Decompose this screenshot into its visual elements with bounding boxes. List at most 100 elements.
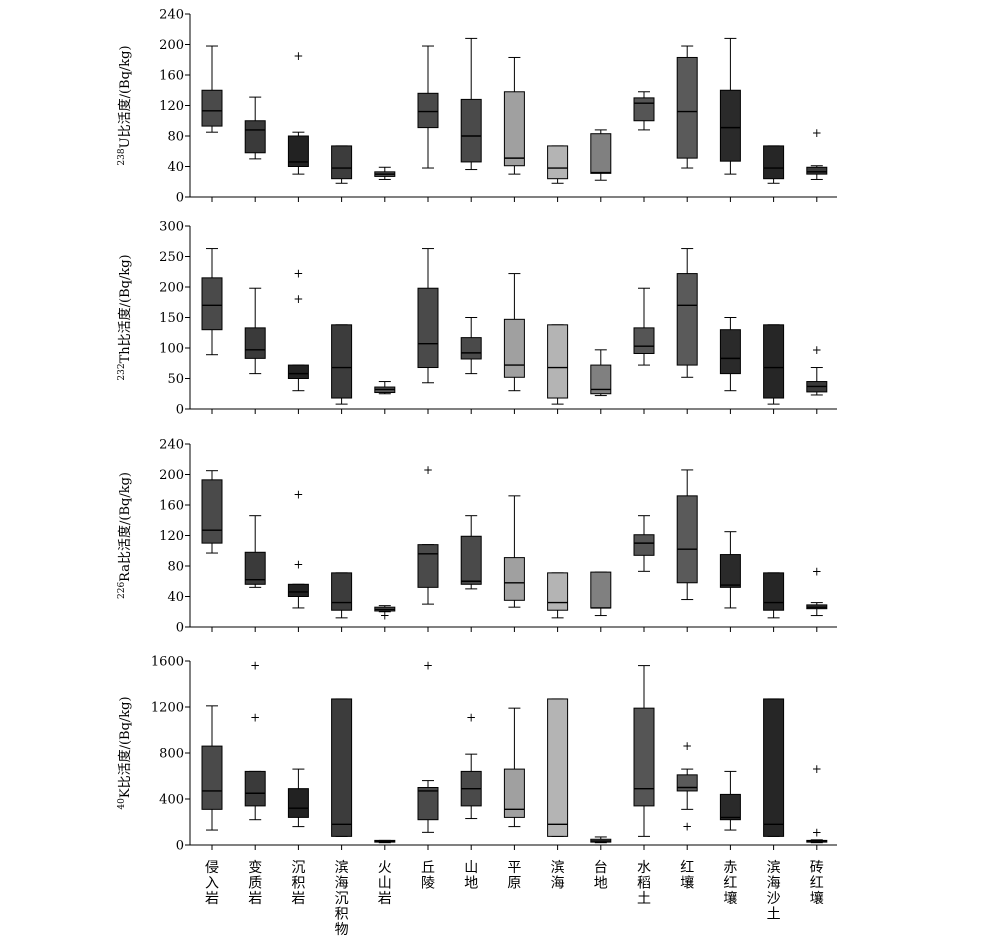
- box: [676, 56, 698, 159]
- x-category-label-char: 原: [507, 876, 521, 892]
- x-category-label-char: 壤: [810, 890, 824, 907]
- box: [201, 745, 223, 810]
- x-category-label: 砖红壤: [810, 860, 824, 907]
- box: [633, 534, 655, 556]
- x-category-label-char: 沉: [335, 891, 349, 907]
- y-tick-label: 200: [159, 281, 184, 296]
- x-category-label-char: 壤: [680, 875, 694, 892]
- outlier-marker: +: [682, 820, 692, 834]
- y-tick-label: 80: [167, 560, 184, 575]
- box: [503, 91, 525, 167]
- box: [763, 572, 785, 611]
- x-category-label: 水稻土: [637, 860, 651, 907]
- y-axis-label-text: Ra比活度/(Bq/kg): [117, 472, 133, 582]
- box: [547, 324, 569, 399]
- outlier-marker: +: [812, 564, 822, 578]
- box: [763, 698, 785, 837]
- x-category-label-char: 红: [810, 876, 824, 892]
- box: [460, 337, 482, 360]
- x-category-label-char: 滨: [551, 860, 565, 876]
- box: [676, 774, 698, 792]
- x-category-label-char: 红: [723, 876, 737, 892]
- x-category-label: 山地: [464, 860, 478, 892]
- box: [331, 698, 353, 837]
- box: [503, 318, 525, 378]
- x-category-label-char: 岩: [205, 891, 219, 907]
- y-tick-label: 240: [159, 8, 184, 23]
- y-tick-label: 0: [176, 621, 184, 636]
- y-tick-label: 1200: [151, 701, 184, 716]
- x-category-label-char: 地: [464, 876, 478, 892]
- x-category-label-char: 积: [335, 907, 349, 923]
- y-tick-label: 160: [159, 499, 184, 514]
- x-category-label: 滨海沉积物: [335, 860, 349, 938]
- box: [244, 327, 266, 359]
- y-tick-label: 80: [167, 130, 184, 145]
- outlier-marker: +: [812, 343, 822, 357]
- y-axis-label: 232Th比活度/(Bq/kg): [117, 254, 133, 380]
- x-category-label: 台地: [594, 860, 608, 892]
- outlier-marker: +: [812, 126, 822, 140]
- box: [460, 98, 482, 163]
- y-tick-label: 160: [159, 69, 184, 84]
- x-category-label-char: 滨: [335, 860, 349, 876]
- outlier-marker: +: [812, 762, 822, 776]
- x-category-label-char: 丘: [421, 860, 435, 876]
- box: [331, 324, 353, 399]
- box: [287, 135, 309, 167]
- x-category-label-char: 入: [205, 876, 219, 892]
- outlier-marker: +: [812, 825, 822, 839]
- y-tick-label: 1600: [151, 655, 184, 670]
- y-tick-label: 0: [176, 191, 184, 206]
- box: [244, 120, 266, 154]
- y-tick-label: 100: [159, 342, 184, 357]
- box: [719, 89, 741, 162]
- x-category-label-char: 质: [248, 876, 262, 892]
- box: [590, 571, 612, 609]
- x-category-label-char: 海: [551, 876, 565, 892]
- x-category-label-char: 岩: [291, 891, 305, 907]
- box: [806, 166, 828, 175]
- x-category-label-char: 稻: [637, 876, 651, 892]
- outlier-marker: +: [682, 739, 692, 753]
- y-tick-label: 0: [176, 839, 184, 854]
- y-axis-label: 238U比活度/(Bq/kg): [117, 45, 133, 165]
- x-category-label-char: 红: [680, 860, 694, 876]
- y-axis-label-superscript: 232: [117, 363, 127, 380]
- box: [763, 145, 785, 180]
- x-category-label-char: 沙: [767, 891, 781, 907]
- box: [417, 92, 439, 129]
- box: [590, 364, 612, 395]
- x-category-label-char: 水: [637, 860, 651, 876]
- x-category-label: 红壤: [680, 860, 694, 892]
- y-tick-label: 40: [167, 590, 184, 605]
- box: [201, 479, 223, 544]
- box: [633, 97, 655, 122]
- y-tick-label: 200: [159, 38, 184, 53]
- box: [719, 329, 741, 375]
- box: [244, 551, 266, 585]
- box: [287, 583, 309, 597]
- x-category-label-char: 积: [291, 876, 305, 892]
- outlier-marker: +: [293, 267, 303, 281]
- x-category-label-char: 海: [335, 876, 349, 892]
- x-category-label-char: 平: [507, 860, 521, 876]
- y-axis-label-superscript: 238: [117, 148, 127, 165]
- x-category-label: 火山岩: [378, 860, 392, 907]
- x-category-label-char: 地: [594, 876, 608, 892]
- box: [719, 793, 741, 821]
- x-category-label-char: 岩: [248, 891, 262, 907]
- x-category-label: 丘陵: [421, 860, 435, 892]
- box: [590, 133, 612, 174]
- x-category-label-char: 山: [464, 860, 478, 876]
- box: [201, 89, 223, 127]
- box: [503, 768, 525, 818]
- x-category-label: 平原: [507, 860, 521, 892]
- y-tick-label: 120: [159, 99, 184, 114]
- y-tick-label: 120: [159, 529, 184, 544]
- box: [331, 572, 353, 611]
- box: [417, 544, 439, 588]
- x-category-label: 滨海: [551, 860, 565, 892]
- y-tick-label: 250: [159, 250, 184, 265]
- outlier-marker: +: [423, 659, 433, 673]
